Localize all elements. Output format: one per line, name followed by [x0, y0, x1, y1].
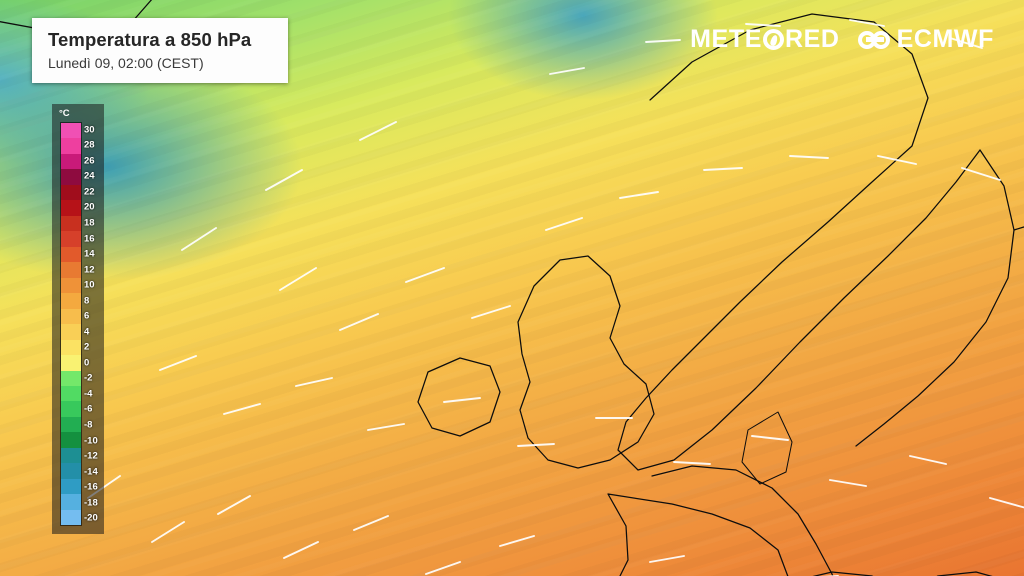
colorbar-swatch [61, 416, 81, 433]
colorbar-tick: -20 [84, 512, 98, 524]
colorbar-swatch [61, 293, 81, 309]
colorbar-swatch [61, 277, 81, 294]
colorbar-tick: -14 [84, 466, 98, 478]
colorbar-swatch [61, 370, 81, 386]
meteored-logo[interactable]: METE RED [690, 27, 839, 52]
page-title: Temperatura a 850 hPa [48, 29, 252, 50]
colorbar-swatch [61, 231, 81, 247]
colorbar-tick: 16 [84, 233, 95, 245]
meteored-logo-text-left: METE [690, 25, 762, 53]
colorbar-tick: 28 [84, 139, 95, 151]
colorbar-swatch [61, 123, 81, 139]
colorbar-swatch [61, 324, 81, 340]
colorbar-tick: 12 [84, 264, 95, 276]
colorbar-tick: -16 [84, 481, 98, 493]
colorbar-swatch [61, 432, 81, 448]
colorbar-unit-label: °C [59, 108, 70, 119]
colorbar-swatch [61, 509, 81, 526]
colorbar-tick: 2 [84, 341, 90, 353]
ecmwf-logo[interactable]: ECMWF [857, 25, 994, 53]
colorbar-tick: -4 [84, 388, 93, 400]
colorbar-tick: 18 [84, 217, 95, 229]
colorbar-swatch [61, 385, 81, 402]
colorbar-tick: 4 [84, 326, 90, 338]
colorbar-tick: 20 [84, 201, 95, 213]
colorbar-swatch [61, 478, 81, 495]
colorbar-swatch [61, 494, 81, 510]
temperature-colorbar[interactable]: °C 30 28 26 24 22 20 18 16 14 12 10 8 6 4 2 0 -2 -4 -6 -8 -1… [52, 104, 104, 534]
valid-time-label: Lunedì 09, 02:00 (CEST) [48, 55, 204, 72]
colorbar-tick: -6 [84, 403, 93, 415]
colorbar-swatch [61, 246, 81, 263]
colorbar-tick: -2 [84, 372, 93, 384]
colorbar-tick: 8 [84, 295, 90, 307]
colorbar-swatch [61, 447, 81, 464]
colorbar-tick: -10 [84, 435, 98, 447]
colorbar-tick: -12 [84, 450, 98, 462]
colorbar-swatch [61, 169, 81, 185]
colorbar-tick: 10 [84, 279, 95, 291]
colorbar-tick: 6 [84, 310, 90, 322]
colorbar-swatch [61, 308, 81, 325]
colorbar-tick: 14 [84, 248, 95, 260]
meteored-logo-text-right: RED [784, 25, 840, 53]
colorbar-swatch [61, 401, 81, 417]
brand-row: METE RED ECMWF [690, 27, 994, 52]
colorbar-swatch [61, 153, 81, 170]
colorbar-tick: 26 [84, 155, 95, 167]
colorbar-tick: 30 [84, 124, 95, 136]
colorbar-tick: 0 [84, 357, 90, 369]
colorbar-swatch [61, 355, 81, 371]
colorbar-swatch [61, 463, 81, 479]
colorbar-swatch [61, 339, 81, 356]
colorbar-tick: -8 [84, 419, 93, 431]
title-card: Temperatura a 850 hPa Lunedì 09, 02:00 (… [32, 18, 288, 84]
colorbar-swatch [61, 200, 81, 216]
colorbar-swatch [61, 215, 81, 232]
ecmwf-logo-text: ECMWF [896, 25, 994, 53]
colorbar-swatches [60, 122, 82, 526]
colorbar-tick-labels: 30 28 26 24 22 20 18 16 14 12 10 8 6 4 2 0 -2 -4 -6 -8 -10 -1… [84, 116, 106, 532]
colorbar-swatch [61, 184, 81, 201]
meteored-swirl-icon [762, 29, 784, 50]
colorbar-swatch [61, 138, 81, 154]
colorbar-tick: 24 [84, 170, 95, 182]
ecmwf-cloud-icon [857, 30, 892, 50]
colorbar-tick: 22 [84, 186, 95, 198]
colorbar-tick: -18 [84, 497, 98, 509]
colorbar-swatch [61, 262, 81, 278]
